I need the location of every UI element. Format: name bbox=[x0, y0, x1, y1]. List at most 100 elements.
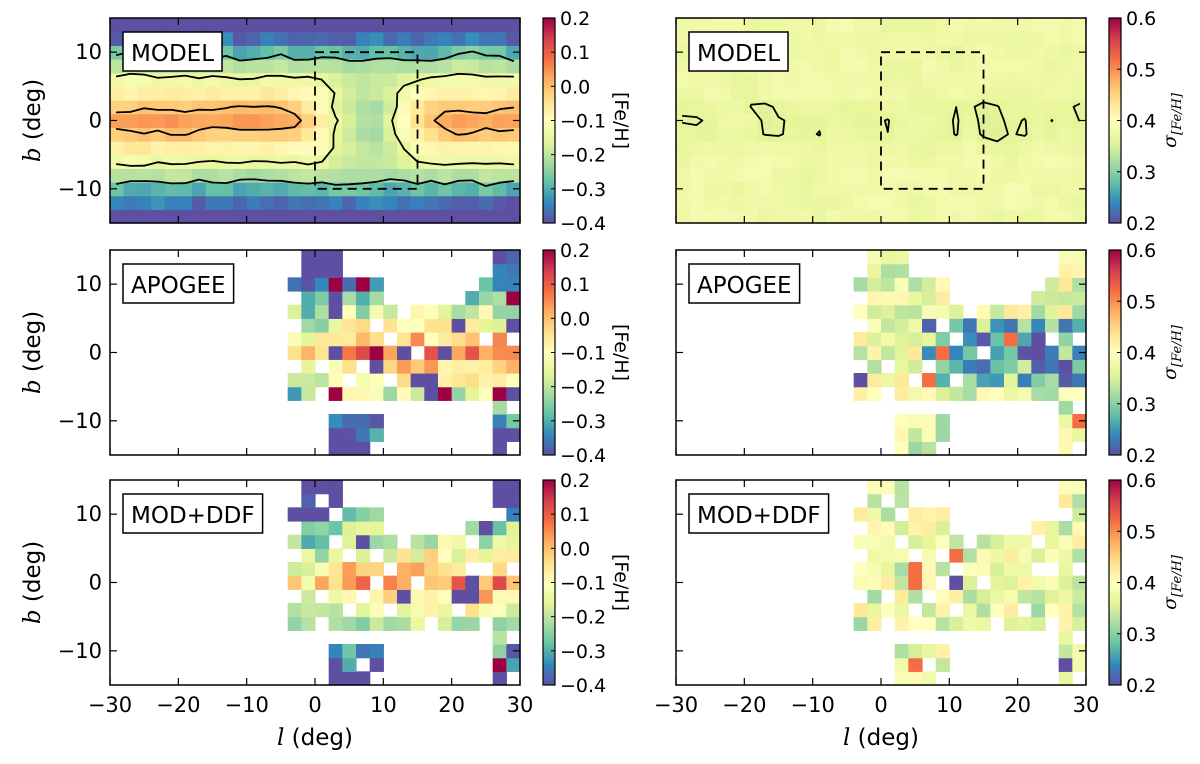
heatmap-cell bbox=[342, 414, 357, 429]
heatmap-cell bbox=[867, 575, 882, 590]
heatmap-cell bbox=[935, 386, 950, 401]
heatmap-cell bbox=[178, 195, 193, 210]
heatmap-cell bbox=[342, 386, 357, 401]
heatmap-cell bbox=[492, 86, 507, 101]
heatmap-cell bbox=[342, 127, 357, 142]
heatmap-cell bbox=[410, 195, 425, 210]
heatmap-cell bbox=[479, 31, 494, 46]
colorbar-tick-label: −0.4 bbox=[560, 213, 606, 235]
heatmap-cell bbox=[451, 616, 466, 631]
heatmap-cell bbox=[274, 154, 289, 169]
heatmap-cell bbox=[246, 18, 261, 33]
heatmap-cell bbox=[703, 113, 718, 128]
heatmap-cell bbox=[328, 250, 343, 265]
heatmap-cell bbox=[990, 45, 1005, 60]
heatmap-cell bbox=[826, 113, 841, 128]
heatmap-cell bbox=[383, 100, 398, 115]
heatmap-cell bbox=[963, 154, 978, 169]
heatmap-cell bbox=[110, 195, 125, 210]
heatmap-cell bbox=[410, 18, 425, 33]
heatmap-cell bbox=[164, 86, 179, 101]
heatmap-cell bbox=[506, 589, 521, 604]
heatmap-cell bbox=[867, 493, 882, 508]
heatmap-cell bbox=[1058, 521, 1073, 536]
heatmap-cell bbox=[894, 480, 909, 495]
heatmap-cell bbox=[287, 603, 302, 618]
heatmap-cell bbox=[771, 127, 786, 142]
heatmap-cell bbox=[369, 657, 384, 672]
heatmap-cell bbox=[192, 113, 207, 128]
colorbar-tick-label: 0.6 bbox=[1126, 470, 1156, 492]
heatmap-cell bbox=[1058, 345, 1073, 360]
heatmap-cell bbox=[1031, 209, 1046, 224]
heatmap-cell bbox=[1004, 562, 1019, 577]
heatmap-cell bbox=[949, 59, 964, 74]
heatmap-cell bbox=[1017, 386, 1032, 401]
heatmap-cell bbox=[205, 127, 220, 142]
heatmap-cell bbox=[676, 168, 691, 183]
heatmap-cell bbox=[205, 168, 220, 183]
heatmap-cell bbox=[881, 318, 896, 333]
heatmap-cell bbox=[799, 86, 814, 101]
heatmap-cell bbox=[465, 113, 480, 128]
heatmap-cell bbox=[840, 18, 855, 33]
heatmap-cell bbox=[1045, 277, 1060, 292]
heatmap-cell bbox=[1004, 603, 1019, 618]
heatmap-cell bbox=[894, 31, 909, 46]
heatmap-cell bbox=[110, 141, 125, 156]
heatmap-cell bbox=[894, 373, 909, 388]
heatmap-cell bbox=[935, 195, 950, 210]
heatmap-cell bbox=[110, 45, 125, 60]
heatmap-cell bbox=[383, 304, 398, 319]
heatmap-cell bbox=[315, 209, 330, 224]
heatmap-cell bbox=[397, 359, 412, 374]
heatmap-cell bbox=[328, 291, 343, 306]
heatmap-cell bbox=[840, 195, 855, 210]
heatmap-cell bbox=[826, 182, 841, 197]
heatmap-cell bbox=[328, 195, 343, 210]
heatmap-cell bbox=[785, 154, 800, 169]
heatmap-cell bbox=[506, 480, 521, 495]
heatmap-cell bbox=[744, 127, 759, 142]
heatmap-cell bbox=[342, 657, 357, 672]
heatmap-cell bbox=[287, 373, 302, 388]
heatmap-cell bbox=[356, 318, 371, 333]
heatmap-cell bbox=[1045, 31, 1060, 46]
heatmap-cell bbox=[1072, 141, 1087, 156]
heatmap-cell bbox=[178, 154, 193, 169]
heatmap-cell bbox=[894, 657, 909, 672]
heatmap-cell bbox=[1017, 154, 1032, 169]
heatmap-cell bbox=[151, 18, 166, 33]
heatmap-cell bbox=[342, 72, 357, 87]
heatmap-cell bbox=[479, 534, 494, 549]
colorbar-title: [Fe/H] bbox=[610, 92, 632, 149]
heatmap-cell bbox=[771, 113, 786, 128]
heatmap-cell bbox=[410, 534, 425, 549]
heatmap-cell bbox=[123, 195, 138, 210]
heatmap-cell bbox=[192, 86, 207, 101]
heatmap-cell bbox=[465, 31, 480, 46]
heatmap-cell bbox=[935, 589, 950, 604]
heatmap-cell bbox=[424, 86, 439, 101]
heatmap-cell bbox=[301, 373, 316, 388]
heatmap-cell bbox=[826, 18, 841, 33]
heatmap-cell bbox=[438, 195, 453, 210]
colorbar-title-subscript: [Fe/H] bbox=[1170, 324, 1185, 367]
heatmap-cell bbox=[935, 414, 950, 429]
heatmap-cell bbox=[369, 304, 384, 319]
heatmap-cell bbox=[356, 507, 371, 522]
heatmap-cell bbox=[301, 304, 316, 319]
heatmap-cell bbox=[315, 304, 330, 319]
heatmap-cell bbox=[935, 603, 950, 618]
heatmap-cell bbox=[935, 31, 950, 46]
heatmap-cell bbox=[1031, 548, 1046, 563]
heatmap-cell bbox=[730, 168, 745, 183]
heatmap-cell bbox=[1045, 100, 1060, 115]
heatmap-cell bbox=[369, 603, 384, 618]
heatmap-cell bbox=[758, 18, 773, 33]
heatmap-cell bbox=[922, 304, 937, 319]
y-axis-title-unit: (deg) bbox=[20, 541, 46, 610]
heatmap-cell bbox=[506, 18, 521, 33]
heatmap-cell bbox=[369, 127, 384, 142]
